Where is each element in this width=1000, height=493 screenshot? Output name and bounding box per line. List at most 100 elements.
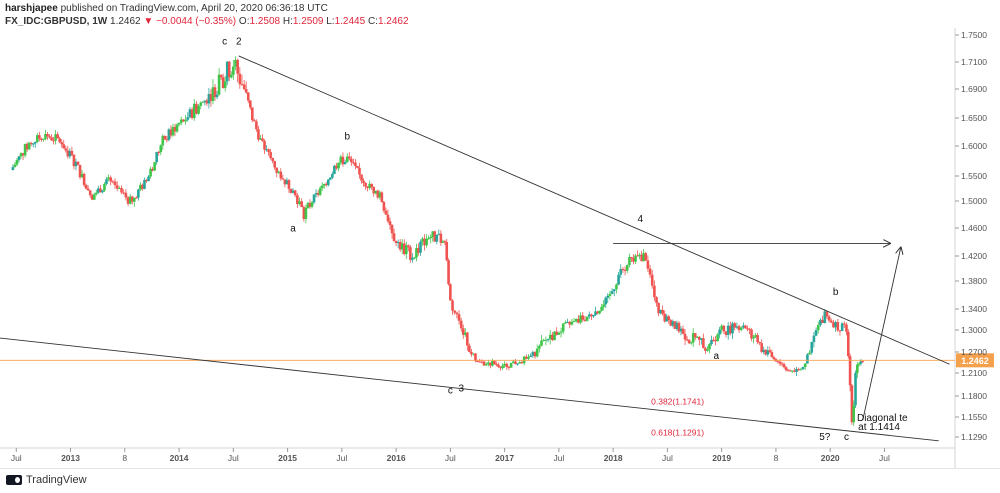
candle-body xyxy=(472,353,475,355)
candle-body xyxy=(836,322,840,331)
candle-body xyxy=(661,309,664,314)
x-axis: Jul 2013 8 2014 Jul 2015 Jul 2016 Jul 2017 Jul 2018… xyxy=(11,448,890,463)
candle-body xyxy=(714,339,717,342)
candle-body xyxy=(598,310,601,314)
fib-level-label: 0.382(1.1741) xyxy=(651,396,704,406)
candle-body xyxy=(153,162,156,171)
candle-body xyxy=(679,328,683,332)
candle-body xyxy=(95,192,98,195)
candle-body xyxy=(419,241,422,253)
candle-body xyxy=(786,370,790,372)
candle-body xyxy=(380,192,384,202)
candle-body xyxy=(790,370,794,372)
candle-body xyxy=(44,134,47,139)
candle-body xyxy=(764,349,768,355)
candle-body xyxy=(706,349,709,351)
candle-body xyxy=(564,322,567,324)
x-tick-label: 2019 xyxy=(712,453,731,463)
candle-body xyxy=(269,151,272,158)
candle-body xyxy=(857,363,861,365)
y-tick-label: 1.6900 xyxy=(961,84,987,94)
symbol-label[interactable]: FX_IDC:GBPUSD, 1W xyxy=(5,16,108,27)
candle-body xyxy=(634,255,637,262)
candle-body xyxy=(354,162,357,166)
candles xyxy=(11,56,865,426)
candle-body xyxy=(535,348,539,357)
candle-body xyxy=(159,145,163,153)
candle-body xyxy=(36,135,39,142)
candle-body xyxy=(754,335,757,338)
candle-body xyxy=(505,363,509,367)
wave-label: c xyxy=(222,36,227,47)
candle-body xyxy=(825,311,829,317)
candle-body xyxy=(413,257,416,259)
candle-body xyxy=(453,310,457,313)
candle-body xyxy=(632,258,635,262)
candle-body xyxy=(296,195,299,205)
candle-body xyxy=(657,302,660,314)
wave-label: Diagonal te xyxy=(857,413,908,424)
plot-area[interactable] xyxy=(0,28,955,448)
candle-body xyxy=(234,59,237,67)
candle-body xyxy=(801,366,805,370)
candle-body xyxy=(491,361,494,366)
candle-body xyxy=(40,138,43,140)
candle-body xyxy=(859,361,863,364)
candle-body xyxy=(758,342,761,344)
wave-label: at 1.1414 xyxy=(858,422,900,433)
candle-body xyxy=(316,193,320,195)
candle-body xyxy=(177,122,181,125)
y-tick-label: 1.2700 xyxy=(961,347,987,357)
candle-body xyxy=(648,268,652,275)
candle-body xyxy=(731,323,734,334)
candle-body xyxy=(615,284,618,290)
candle-body xyxy=(600,306,603,311)
tradingview-logo[interactable]: TradingView xyxy=(6,474,87,486)
candle-body xyxy=(396,241,400,244)
candle-body xyxy=(339,156,343,163)
candle-body xyxy=(48,136,51,138)
candle-body xyxy=(840,323,844,331)
candle-body xyxy=(612,289,616,292)
candle-body xyxy=(101,190,104,193)
candle-body xyxy=(308,202,312,207)
candle-body xyxy=(279,171,283,179)
candle-body xyxy=(19,153,23,157)
candle-body xyxy=(97,188,100,193)
price-chart[interactable]: 1.2462 1.7500 1.7100 1.6900 1.6500 1.6000 1.5… xyxy=(0,0,1000,468)
candle-body xyxy=(273,161,276,168)
candle-body xyxy=(425,238,428,246)
candle-body xyxy=(310,202,314,207)
candle-body xyxy=(689,342,693,344)
x-tick-label: 2017 xyxy=(495,453,514,463)
candle-body xyxy=(335,165,338,169)
candle-body xyxy=(240,84,244,86)
candle-body xyxy=(370,183,373,187)
candle-body xyxy=(555,331,559,335)
candle-body xyxy=(42,138,45,140)
candle-body xyxy=(630,256,633,259)
candle-body xyxy=(169,129,173,136)
candle-body xyxy=(384,210,388,215)
candle-body xyxy=(128,196,132,204)
candle-body xyxy=(700,338,703,340)
candle-body xyxy=(739,327,743,330)
candle-body xyxy=(167,129,171,140)
candle-body xyxy=(356,165,359,168)
candle-body xyxy=(329,177,332,180)
open-value: 1.2508 xyxy=(249,16,281,27)
candle-body xyxy=(17,156,21,161)
candle-body xyxy=(683,333,687,340)
candle-body xyxy=(677,322,681,332)
candle-body xyxy=(780,363,784,365)
author-name[interactable]: harshjapee xyxy=(5,3,58,14)
candle-body xyxy=(242,84,246,90)
candle-body xyxy=(320,185,324,189)
candle-body xyxy=(118,188,121,190)
candle-body xyxy=(459,320,463,329)
high-value: 1.2509 xyxy=(292,16,324,27)
y-tick-label: 1.6000 xyxy=(961,141,987,151)
candle-body xyxy=(211,87,215,101)
candle-body xyxy=(748,328,751,330)
candle-body xyxy=(253,120,256,122)
